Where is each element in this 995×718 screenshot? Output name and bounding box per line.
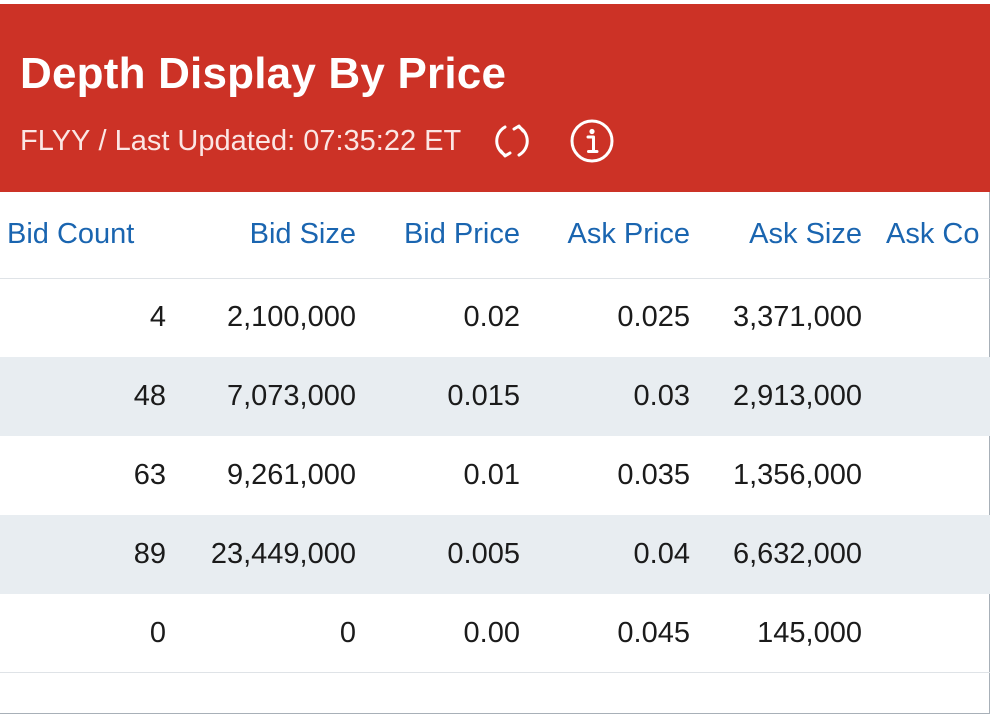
bid-price-cell: 0.015 (366, 357, 530, 436)
ask-price-cell: 0.025 (617, 301, 690, 334)
bid-price-cell: 0.02 (463, 301, 520, 334)
bid-count-cell: 63 (133, 459, 166, 491)
info-button[interactable] (567, 116, 617, 166)
ask-size-cell: 6,632,000 (700, 515, 872, 594)
last-updated-time: 07:35:22 ET (303, 124, 462, 157)
bid-size-cell: 7,073,000 (176, 357, 366, 436)
bid-count-cell: 4 (149, 301, 166, 334)
column-header-bid-count[interactable]: Bid Count (0, 192, 176, 279)
table-bottom-divider (0, 672, 990, 673)
last-updated-info: FLYY / Last Updated: 07:35:22 ET (20, 125, 461, 158)
bid-size-cell: 23,449,000 (176, 515, 366, 594)
bid-size-cell: 9,261,000 (226, 459, 356, 491)
column-header-ask-count[interactable]: Ask Co (872, 192, 990, 279)
bid-count-cell: 0 (149, 617, 166, 649)
refresh-icon (495, 124, 529, 158)
bid-size-cell: 0 (339, 617, 356, 649)
page-title: Depth Display By Price (20, 49, 507, 98)
panel-header: Depth Display By Price FLYY / Last Updat… (0, 4, 990, 192)
depth-table-container[interactable]: Bid Count Bid Size Bid Price Ask Price A… (0, 192, 990, 714)
ask-price-cell: 0.04 (530, 515, 700, 594)
ask-count-cell (872, 594, 990, 673)
bid-price-cell: 0.01 (463, 459, 520, 491)
table-row: 48 7,073,000 0.015 0.03 2,913,000 (0, 357, 990, 436)
refresh-button[interactable] (487, 116, 537, 166)
column-header-ask-size[interactable]: Ask Size (700, 192, 872, 279)
ask-size-cell: 2,913,000 (700, 357, 872, 436)
ask-count-cell (872, 357, 990, 436)
table-header-row: Bid Count Bid Size Bid Price Ask Price A… (0, 192, 990, 279)
table-row: 0 0 0.00 0.045 145,000 (0, 594, 990, 673)
depth-table: Bid Count Bid Size Bid Price Ask Price A… (0, 192, 990, 673)
bid-count-cell: 48 (0, 357, 176, 436)
separator: / (90, 124, 115, 157)
ask-count-cell (872, 515, 990, 594)
ask-price-cell: 0.035 (617, 459, 690, 491)
ask-count-cell (872, 436, 990, 515)
ask-price-cell: 0.045 (617, 617, 690, 649)
table-row: 63 9,261,000 0.01 0.035 1,356,000 (0, 436, 990, 515)
ask-size-cell: 3,371,000 (732, 301, 862, 334)
bid-count-cell: 89 (0, 515, 176, 594)
table-row: 89 23,449,000 0.005 0.04 6,632,000 (0, 515, 990, 594)
column-header-bid-size[interactable]: Bid Size (176, 192, 366, 279)
bid-price-cell: 0.005 (366, 515, 530, 594)
ask-size-cell: 145,000 (757, 617, 862, 649)
column-header-ask-price[interactable]: Ask Price (530, 192, 700, 279)
bid-size-cell: 2,100,000 (226, 301, 356, 334)
info-icon (570, 119, 614, 163)
last-updated-label: Last Updated: (114, 124, 304, 157)
subtitle-row: FLYY / Last Updated: 07:35:22 ET (20, 118, 617, 164)
table-row: 4 2,100,000 0.02 0.025 3,371,000 (0, 278, 990, 357)
column-header-bid-price[interactable]: Bid Price (366, 192, 530, 279)
symbol-label: FLYY (20, 124, 91, 157)
bid-price-cell: 0.00 (463, 617, 520, 649)
ask-count-cell (872, 278, 990, 357)
ask-size-cell: 1,356,000 (732, 459, 862, 491)
ask-price-cell: 0.03 (530, 357, 700, 436)
